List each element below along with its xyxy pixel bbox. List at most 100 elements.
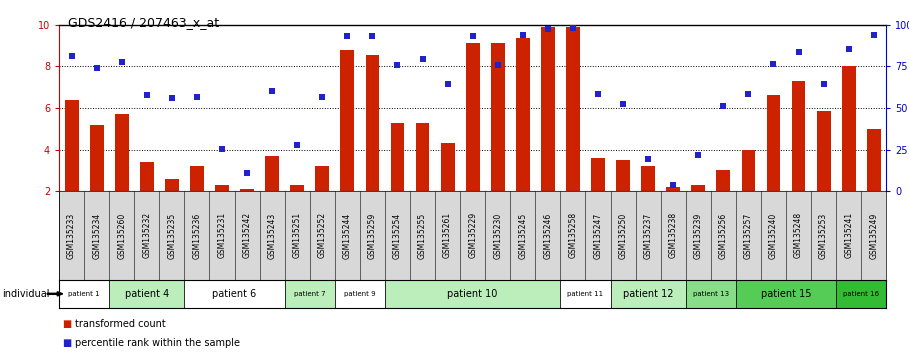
Point (615, 101, 630, 107)
Text: GSM135252: GSM135252 (318, 212, 326, 258)
Bar (736, 280, 836, 308)
Text: GSM135257: GSM135257 (744, 212, 753, 258)
Point (365, 33, 380, 39)
Point (215, 146, 229, 152)
Text: GSM135241: GSM135241 (844, 212, 854, 258)
Point (390, 63, 405, 68)
Bar (641, 166, 655, 191)
Point (866, 32, 881, 38)
Point (315, 94, 330, 99)
Text: GSM135232: GSM135232 (143, 212, 151, 258)
Point (491, 63, 505, 68)
Bar (816, 111, 831, 191)
Text: GSM135242: GSM135242 (243, 212, 252, 258)
Text: GSM135258: GSM135258 (568, 212, 577, 258)
Text: GSM135231: GSM135231 (217, 212, 226, 258)
Bar (265, 156, 279, 191)
Bar (165, 179, 179, 191)
Point (565, 25, 580, 31)
Text: GSM135233: GSM135233 (67, 212, 76, 258)
Text: patient 9: patient 9 (345, 291, 375, 297)
Point (340, 33, 355, 39)
Bar (867, 129, 881, 191)
Text: GSM135238: GSM135238 (669, 212, 678, 258)
Text: patient 13: patient 13 (693, 291, 729, 297)
Text: GSM135254: GSM135254 (393, 212, 402, 258)
Bar (315, 166, 329, 191)
Bar (541, 27, 554, 191)
Bar (341, 50, 355, 191)
Text: GSM135234: GSM135234 (92, 212, 101, 258)
Text: patient 4: patient 4 (125, 289, 169, 299)
Point (641, 156, 655, 162)
Bar (692, 185, 705, 191)
Text: percentile rank within the sample: percentile rank within the sample (75, 338, 240, 348)
Text: GSM135230: GSM135230 (494, 212, 503, 258)
Text: GSM135249: GSM135249 (869, 212, 878, 258)
Text: GSM135260: GSM135260 (117, 212, 126, 258)
Bar (666, 187, 680, 191)
Text: patient 16: patient 16 (844, 291, 879, 297)
Text: GSM135239: GSM135239 (694, 212, 703, 258)
Bar (842, 66, 855, 191)
Bar (90, 125, 104, 191)
Bar (240, 189, 254, 191)
Point (140, 93, 155, 98)
Bar (616, 160, 630, 191)
Bar (792, 81, 805, 191)
Text: GSM135259: GSM135259 (368, 212, 377, 258)
Bar (365, 55, 379, 191)
Point (465, 33, 480, 39)
Point (240, 171, 255, 176)
Bar (415, 122, 429, 191)
Bar (115, 114, 129, 191)
Text: GSM135253: GSM135253 (819, 212, 828, 258)
Bar (465, 44, 480, 191)
Text: GSM135261: GSM135261 (443, 212, 452, 258)
Bar (766, 96, 780, 191)
Point (541, 26, 555, 32)
Text: GSM135236: GSM135236 (193, 212, 202, 258)
Bar (566, 27, 580, 191)
Point (591, 92, 605, 97)
Text: GSM135229: GSM135229 (468, 212, 477, 258)
Bar (742, 149, 755, 191)
Bar (185, 280, 285, 308)
Point (791, 49, 805, 55)
Bar (611, 280, 685, 308)
Text: GSM135237: GSM135237 (644, 212, 653, 258)
Text: individual: individual (2, 289, 49, 299)
Bar (290, 185, 305, 191)
Text: GSM135244: GSM135244 (343, 212, 352, 258)
Point (165, 95, 179, 101)
Text: patient 11: patient 11 (567, 291, 604, 297)
Bar (65, 99, 78, 191)
Point (190, 94, 205, 99)
Bar (516, 38, 530, 191)
Point (741, 92, 755, 97)
Text: GSM135247: GSM135247 (594, 212, 603, 258)
Text: GSM135251: GSM135251 (293, 212, 302, 258)
Bar (285, 280, 335, 308)
Text: patient 1: patient 1 (68, 291, 100, 297)
Bar (190, 166, 204, 191)
Text: patient 7: patient 7 (294, 291, 325, 297)
Text: GSM135246: GSM135246 (544, 212, 553, 258)
Text: GSM135235: GSM135235 (167, 212, 176, 258)
Bar (215, 185, 229, 191)
Bar (836, 280, 886, 308)
Text: GDS2416 / 207463_x_at: GDS2416 / 207463_x_at (68, 16, 219, 29)
Point (716, 103, 731, 109)
Text: GSM135243: GSM135243 (267, 212, 276, 258)
Text: ■: ■ (62, 338, 71, 348)
Bar (59, 280, 109, 308)
Point (115, 59, 129, 65)
Bar (685, 280, 736, 308)
Bar (335, 280, 385, 308)
Point (515, 32, 530, 38)
Text: GSM135255: GSM135255 (418, 212, 427, 258)
Text: GSM135250: GSM135250 (619, 212, 627, 258)
Bar (140, 162, 154, 191)
Point (691, 152, 705, 158)
Point (89, 65, 104, 71)
